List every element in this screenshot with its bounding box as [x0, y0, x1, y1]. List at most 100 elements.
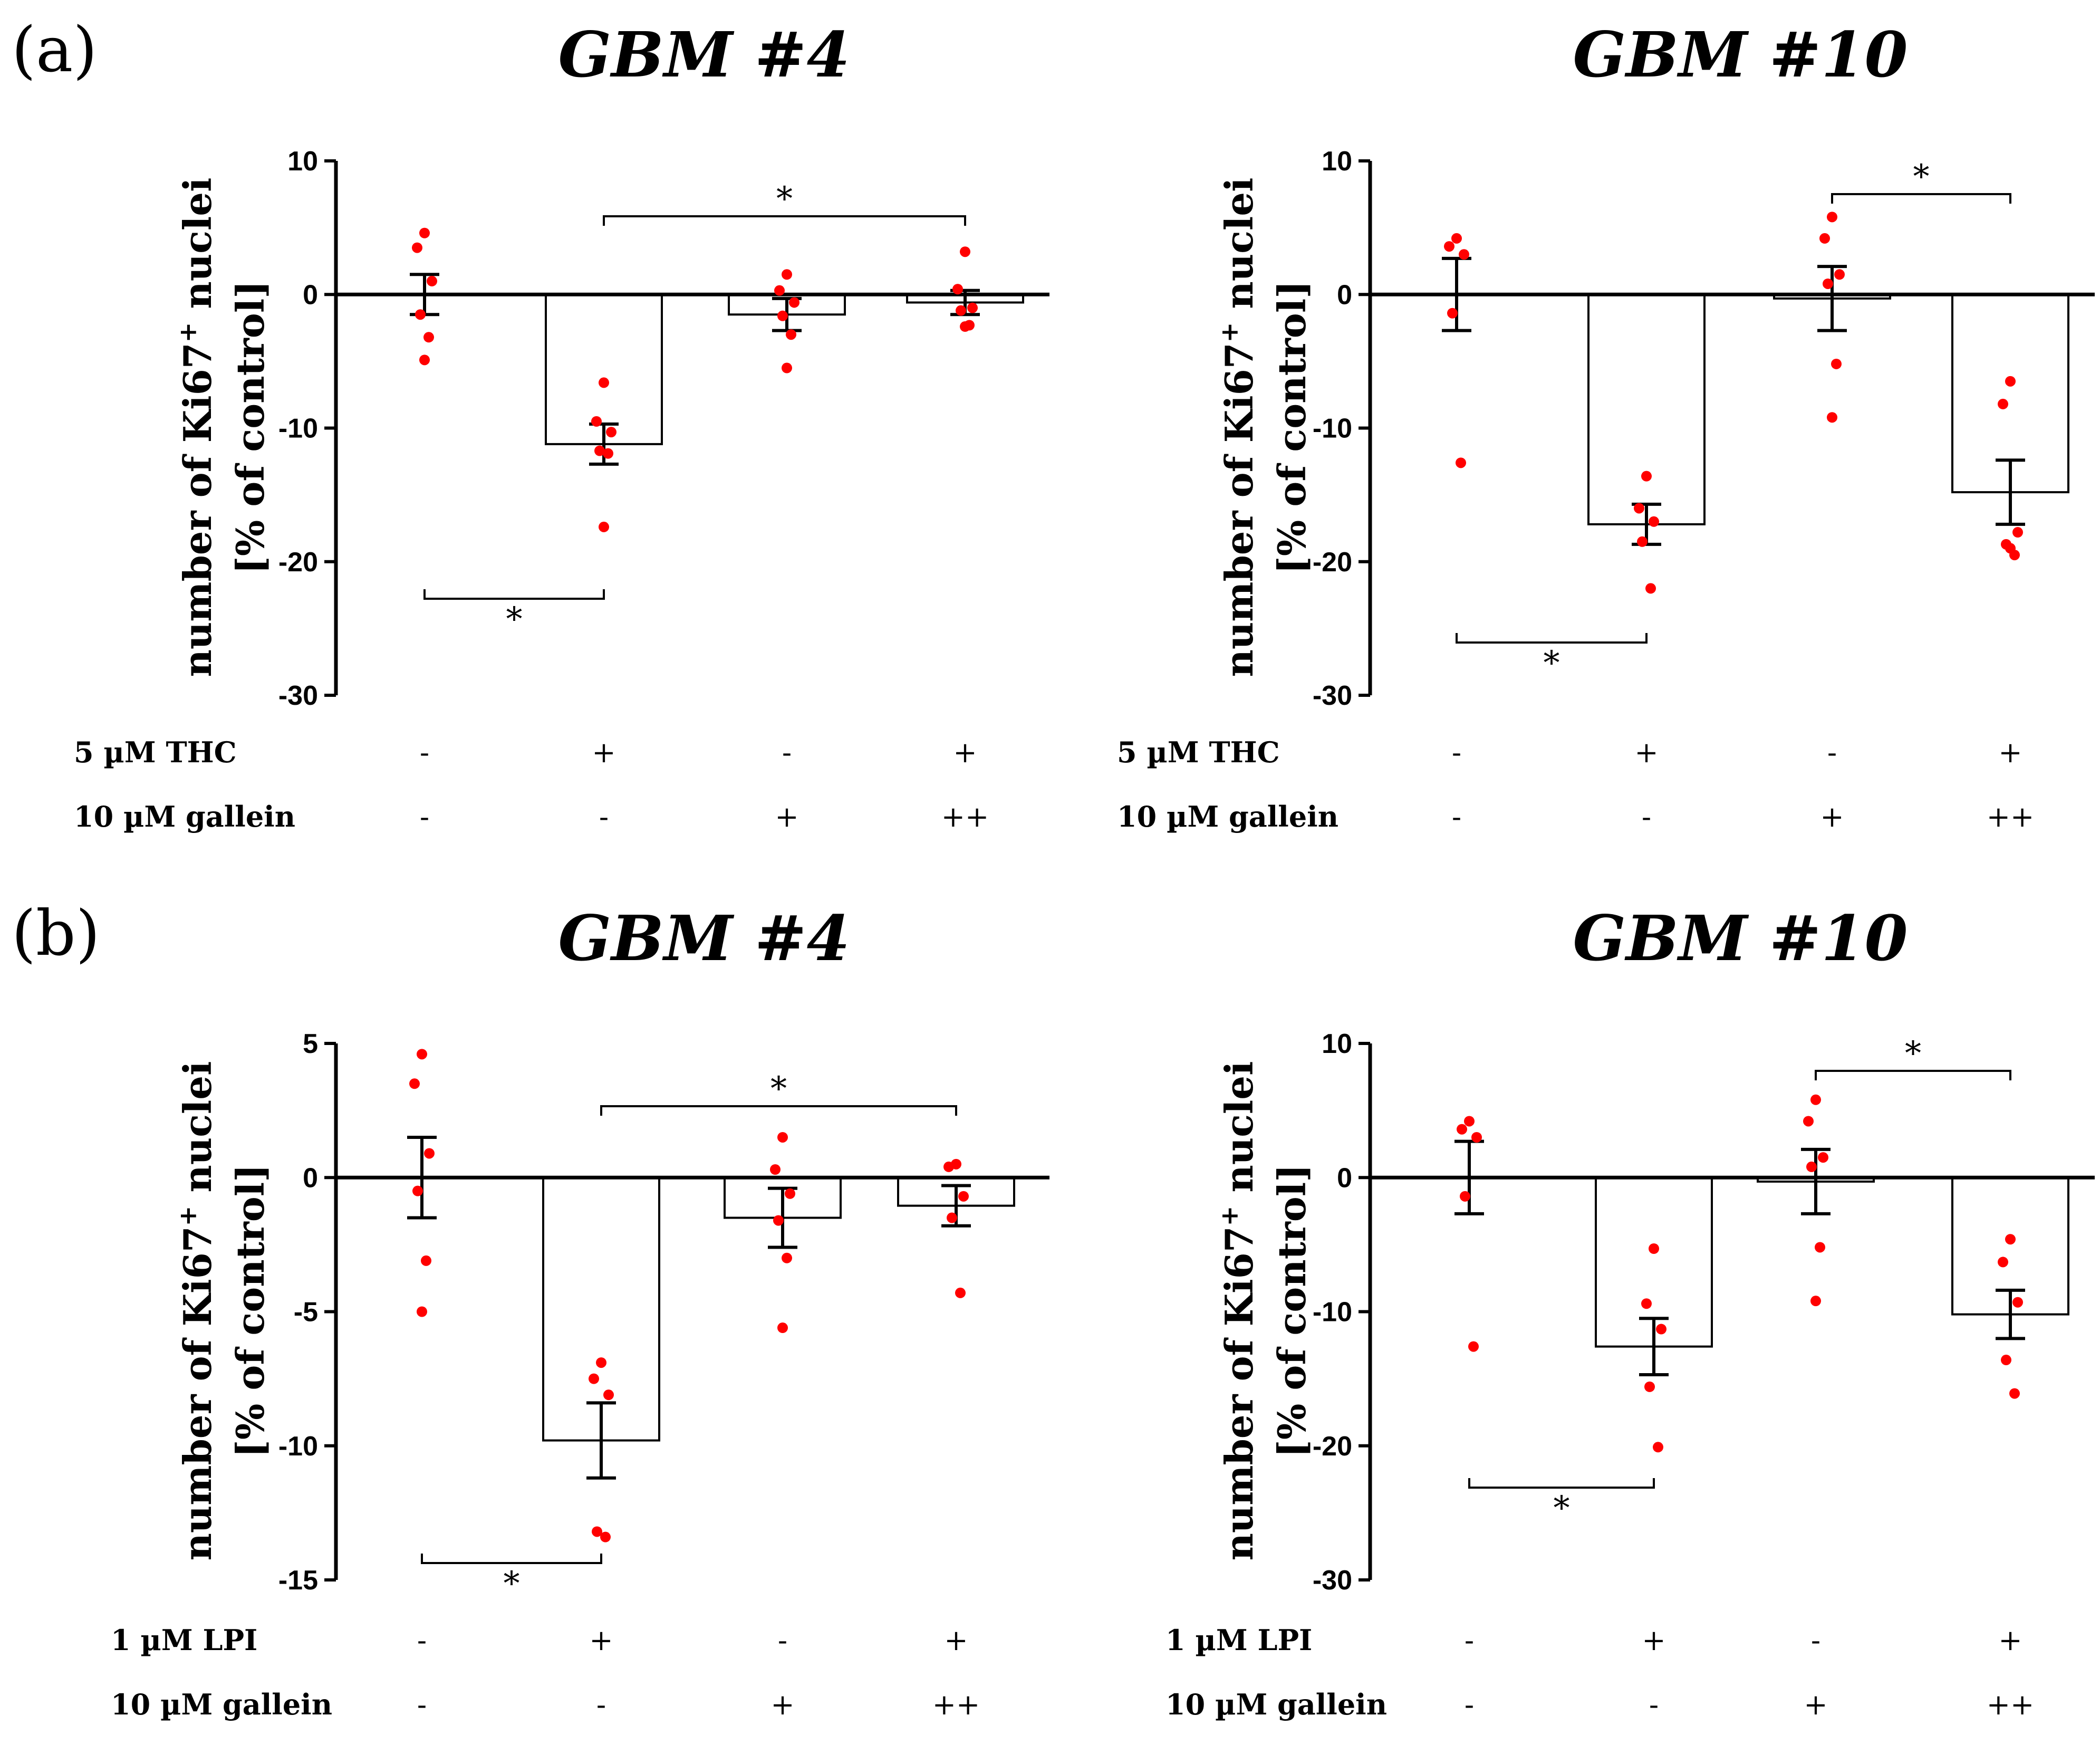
data-point [2005, 543, 2016, 554]
treatment-label: 5 µM THC [74, 735, 237, 769]
bar [1587, 293, 1706, 525]
y-axis-label-line2: [% of control] [1269, 281, 1314, 574]
data-point [770, 1164, 781, 1175]
data-point [1803, 1116, 1814, 1127]
treatment-symbol: - [1649, 1688, 1659, 1721]
data-point [785, 1188, 795, 1199]
y-axis-label-line2: [% of control] [1269, 1164, 1314, 1458]
bar [542, 1176, 660, 1442]
data-point [777, 1132, 788, 1143]
treatment-symbol: - [596, 1688, 606, 1721]
treatment-symbol: ++ [932, 1688, 980, 1721]
treatment-symbol: + [589, 1624, 613, 1657]
y-axis-label: number of Ki67+ nuclei[% of control] [1215, 1061, 1314, 1561]
data-point [774, 285, 785, 296]
data-point [958, 1191, 969, 1202]
significance-star: * [504, 1564, 520, 1603]
treatment-symbol: - [1811, 1624, 1820, 1657]
significance-bracket [421, 1554, 602, 1564]
data-point [955, 1287, 966, 1298]
significance-star: * [1905, 1034, 1921, 1072]
treatment-symbol: ++ [1987, 1688, 2035, 1721]
significance-bracket [600, 1105, 957, 1116]
treatment-symbol: + [1998, 736, 2022, 769]
treatment-symbol: - [1827, 736, 1837, 769]
y-axis-label-line2: [% of control] [228, 281, 273, 574]
treatment-symbol: - [1452, 800, 1461, 833]
chart-4: GBM #10 number of Ki67+ nuclei[% of contr… [1165, 902, 2095, 1721]
data-point [1641, 471, 1652, 482]
data-point [1827, 412, 1837, 423]
y-tick-label: 10 [1322, 146, 1352, 177]
treatment-symbol: - [420, 800, 429, 833]
significance-bracket [1815, 1070, 2011, 1080]
y-axis-label-line1: number of Ki67+ nuclei [174, 178, 220, 677]
data-point [1819, 233, 1830, 244]
data-point [2005, 376, 2016, 387]
chart-title: GBM #10 [1573, 902, 1908, 975]
significance-star: * [776, 179, 793, 218]
data-point [1818, 1152, 1828, 1163]
data-point [594, 445, 605, 456]
data-point [777, 1322, 788, 1334]
significance-bracket [1468, 1478, 1655, 1489]
significance-bracket [1831, 193, 2011, 204]
data-point [1810, 1296, 1821, 1307]
data-point [599, 377, 609, 388]
data-point [782, 1252, 792, 1263]
data-point [960, 321, 970, 332]
bar [545, 293, 663, 445]
treatment-symbol: - [1465, 1624, 1474, 1657]
treatment-symbol: ++ [1987, 800, 2035, 833]
significance-star: * [770, 1069, 787, 1108]
chart-2: GBM #10 number of Ki67+ nuclei[% of contr… [1117, 18, 2095, 833]
data-point [1464, 1116, 1475, 1127]
data-point [423, 332, 434, 343]
chart-title: GBM #4 [558, 18, 850, 91]
y-tick-label: -30 [1313, 1565, 1352, 1596]
data-point [1641, 1298, 1652, 1309]
chart-title: GBM #10 [1573, 18, 1908, 91]
data-point [591, 416, 602, 427]
data-point [421, 1255, 431, 1266]
data-point [409, 1078, 420, 1089]
y-tick-label: -10 [278, 1431, 318, 1462]
data-point [1831, 358, 1842, 369]
treatment-symbol: + [775, 800, 798, 833]
significance-star: * [1554, 1489, 1570, 1527]
data-point [786, 329, 796, 340]
data-point [1827, 212, 1837, 223]
significance-star: * [1913, 157, 1930, 196]
y-tick-label: 0 [303, 280, 318, 310]
data-point [1834, 269, 1845, 280]
treatment-symbol: + [953, 736, 977, 769]
data-point [952, 284, 963, 295]
data-point [1810, 1094, 1821, 1105]
data-point [947, 1212, 957, 1223]
treatment-symbol: - [420, 736, 429, 769]
data-point [589, 1373, 599, 1384]
data-point [1823, 278, 1833, 289]
data-point [603, 1389, 614, 1401]
y-tick-label: 0 [1337, 1163, 1352, 1193]
data-point [773, 1215, 784, 1226]
treatment-label: 10 µM gallein [1117, 800, 1338, 833]
data-point [417, 1306, 427, 1317]
treatment-symbol: + [1804, 1688, 1827, 1721]
y-tick-label: 10 [1322, 1029, 1352, 1059]
treatment-label: 5 µM THC [1117, 735, 1280, 769]
data-point [1644, 1381, 1655, 1392]
data-point [415, 309, 426, 320]
y-tick-label: -20 [1313, 547, 1352, 578]
data-point [782, 269, 792, 280]
y-axis-label-line1: number of Ki67+ nuclei [174, 1061, 220, 1561]
significance-bracket [603, 215, 966, 226]
data-point [1457, 1124, 1467, 1135]
panel-label: (b) [12, 897, 100, 970]
treatment-symbol: + [770, 1688, 794, 1721]
data-point [606, 427, 616, 438]
treatment-symbol: - [417, 1688, 427, 1721]
data-point [419, 227, 430, 238]
y-axis-label-line2: [% of control] [228, 1164, 273, 1458]
data-point [782, 362, 792, 373]
